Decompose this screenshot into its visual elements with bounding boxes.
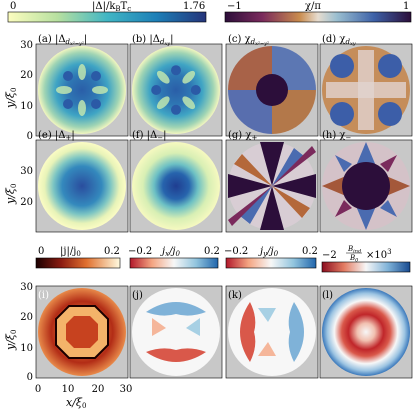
panel-e [35, 139, 129, 233]
ytick: 20 [20, 70, 33, 81]
colorbar-gap-label: |Δ|/kBTc [92, 1, 131, 13]
ytick: 20 [20, 312, 33, 323]
panel-l [319, 285, 413, 379]
y-axis-label-row1: y/ξ0 [4, 88, 18, 109]
panel-h-label: (h) χ− [322, 130, 351, 142]
ytick: 30 [20, 282, 33, 293]
panel-g-label: (g) χ+ [228, 130, 257, 142]
colorbar-current-magnitude: 0 0.2 |j|/j0 [35, 246, 121, 269]
panel-b-label: (b) |Δdxy| [132, 34, 174, 47]
panel-k-label: (k) [228, 290, 242, 301]
panel-j [129, 285, 223, 379]
colorbar-gap-max: 1.76 [183, 1, 205, 12]
panel-e-label: (e) |Δ+| [38, 130, 75, 142]
panel-k [225, 285, 319, 379]
ytick: 20 [20, 197, 33, 208]
panel-f [129, 139, 223, 233]
panel-f-label: (f) |Δ−| [132, 130, 167, 142]
ytick: 10 [20, 343, 33, 354]
x-axis: 0 10 20 30 [35, 384, 133, 395]
panel-i [35, 285, 129, 379]
colorbar-phase-label: χ/π [305, 1, 321, 12]
ytick: 0 [27, 372, 33, 383]
y-axis-label-row3: y/ξ0 [4, 330, 18, 351]
xtick: 20 [92, 384, 105, 395]
ytick: 10 [20, 101, 33, 112]
colorbar-current-min: 0 [38, 246, 44, 257]
panel-c [225, 43, 319, 137]
colorbar-phase-max: 1 [403, 1, 409, 12]
y-axis-row1: 0 10 20 30 [20, 40, 33, 142]
colorbar-gap: 0 1.76 |Δ|/kBTc [7, 1, 207, 23]
colorbar-gap-min: 0 [10, 1, 16, 12]
panel-c-label: (c) χdx²−y² [228, 34, 269, 47]
colorbar-jy-min: −0.2 [224, 246, 248, 257]
panel-a [35, 43, 129, 137]
ytick: 30 [20, 166, 33, 177]
colorbar-jy-max: 0.2 [302, 246, 318, 257]
y-axis-row3: 0 10 20 30 [20, 282, 33, 383]
panel-d [319, 43, 413, 137]
colorbar-bind: −2 Bind B0 ×103 [321, 245, 411, 273]
xtick: 10 [62, 384, 75, 395]
colorbar-jx-max: 0.2 [204, 246, 220, 257]
panel-a-label: (a) |Δdx²−y²| [38, 34, 87, 47]
colorbar-bind-min: −2 [322, 250, 337, 261]
panel-l-label: (l) [322, 290, 333, 301]
colorbar-phase: −1 1 χ/π [224, 1, 412, 23]
panel-j-label: (j) [132, 290, 143, 301]
x-axis-label: x/ξ0 [66, 396, 86, 410]
colorbar-current-max: 0.2 [104, 246, 120, 257]
ytick: 0 [27, 131, 33, 142]
colorbar-bind-num: Bind [347, 245, 361, 255]
xtick: 0 [35, 384, 41, 395]
panel-h [319, 139, 413, 233]
colorbar-jy: −0.2 0.2 jy/j0 [224, 246, 318, 269]
colorbar-phase-min: −1 [227, 1, 242, 12]
y-axis-row2: 20 30 [20, 166, 33, 208]
colorbar-jx: −0.2 0.2 jx/j0 [128, 246, 220, 269]
panel-i-label: (i) [38, 290, 49, 301]
y-axis-label-row2: y/ξ0 [4, 184, 18, 205]
xtick: 30 [120, 384, 133, 395]
panel-d-label: (d) χdxy [322, 34, 356, 47]
colorbar-jx-min: −0.2 [128, 246, 152, 257]
colorbar-current-label: |j|/j0 [60, 246, 81, 258]
colorbar-bind-den: B0 [349, 254, 359, 264]
colorbar-jy-label: jy/j0 [258, 246, 279, 258]
panel-b [129, 43, 223, 137]
colorbar-jx-label: jx/j0 [160, 246, 181, 258]
colorbar-bind-scale: ×103 [366, 248, 392, 261]
panel-g [225, 139, 319, 233]
ytick: 30 [20, 40, 33, 51]
